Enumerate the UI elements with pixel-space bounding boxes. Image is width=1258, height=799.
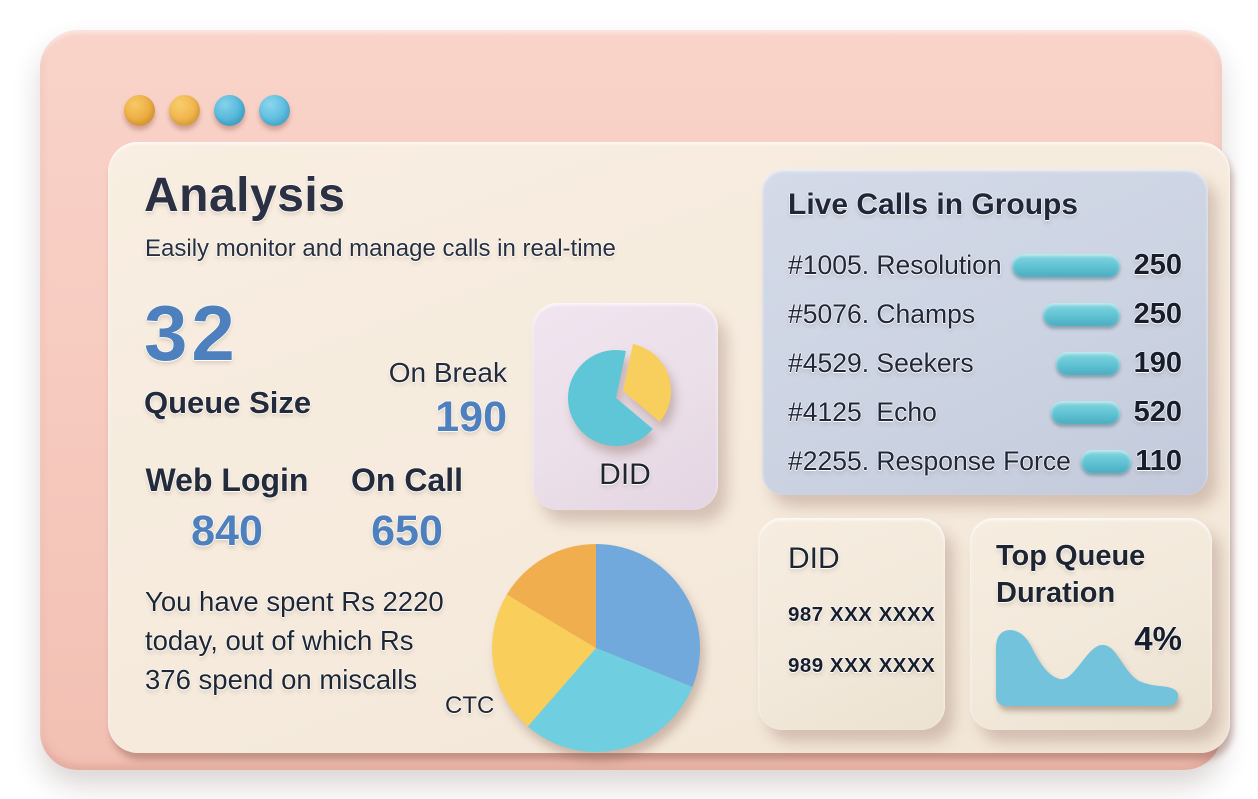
on-call-value: 650: [371, 507, 443, 555]
live-calls-panel: Live Calls in Groups #1005. Resolution 25…: [762, 169, 1208, 495]
dot-blue-2[interactable]: [259, 95, 290, 126]
top-queue-title-line1: Top Queue: [996, 540, 1146, 572]
live-call-row[interactable]: #2255. Response Force 110: [788, 437, 1182, 486]
live-call-label: #4529. Seekers: [788, 348, 974, 378]
did-pie-chart: [567, 344, 671, 447]
on-break-label: On Break: [388, 357, 507, 388]
did-pie-card[interactable]: DID: [532, 303, 718, 510]
live-call-bar-track: [1071, 450, 1132, 473]
pie-slice-blue: [596, 544, 701, 687]
dot-orange-2[interactable]: [169, 95, 200, 126]
pie-slice-yellow: [491, 594, 596, 727]
live-call-value: 250: [1133, 298, 1182, 330]
did-number-2: 989 XXX XXXX: [788, 654, 936, 677]
dot-blue-1[interactable]: [214, 95, 245, 126]
live-call-value: 520: [1133, 396, 1182, 428]
spend-note-line1: You have spent Rs 2220: [145, 586, 444, 617]
page-subtitle: Easily monitor and manage calls in real-…: [145, 235, 616, 262]
pie-slice-teal: [527, 648, 693, 753]
spend-note-line3: 376 spend on miscalls: [145, 664, 418, 695]
did-card[interactable]: DID 987 XXX XXXX 989 XXX XXXX: [758, 518, 945, 730]
ctc-pie-label: CTC: [445, 692, 495, 719]
web-login-stat: Web Login 840: [144, 462, 310, 556]
live-call-label: #2255. Response Force: [788, 446, 1071, 476]
top-queue-percent: 4%: [1134, 620, 1182, 657]
pie-slice-orange: [506, 544, 596, 648]
spend-note-line2: today, out of which Rs: [145, 625, 414, 656]
ctc-pie-chart: [491, 544, 701, 753]
live-call-value: 190: [1133, 347, 1182, 379]
top-queue-card[interactable]: Top Queue Duration 4%: [970, 518, 1212, 730]
top-queue-wave-chart: [996, 630, 1178, 706]
live-call-label: #5076. Champs: [788, 299, 976, 329]
on-break-stat: On Break 190: [384, 357, 507, 442]
did-pie-card-label: DID: [599, 458, 651, 491]
did-number-1: 987 XXX XXXX: [788, 603, 936, 626]
live-call-label: #1005. Resolution: [788, 250, 1002, 280]
ctc-pie-wrap: [486, 538, 706, 763]
live-call-row[interactable]: #4125 Echo 520: [788, 388, 1182, 437]
top-queue-title: Top Queue Duration: [996, 538, 1145, 612]
live-call-bar-track: [1008, 254, 1120, 277]
live-calls-title: Live Calls in Groups: [788, 188, 1079, 221]
on-break-value: 190: [435, 393, 507, 441]
live-call-row[interactable]: #5076. Champs 250: [788, 290, 1182, 339]
live-call-value: 250: [1133, 249, 1182, 281]
pie-slice-yellow: [623, 344, 671, 422]
window-controls: [124, 95, 290, 126]
live-call-value: 110: [1135, 445, 1182, 477]
live-call-bar-track: [1008, 352, 1120, 375]
pie-slice-teal: [567, 350, 653, 447]
live-call-bar: [1012, 254, 1120, 277]
live-call-bar-track: [1008, 303, 1120, 326]
top-queue-title-line2: Duration: [996, 577, 1116, 609]
on-call-stat: On Call 650: [348, 462, 466, 556]
live-call-bar: [1043, 303, 1120, 326]
did-card-title: DID: [788, 542, 840, 575]
live-call-bar: [1051, 401, 1120, 424]
live-call-row[interactable]: #1005. Resolution 250: [788, 241, 1182, 290]
live-call-bar-track: [1008, 401, 1120, 424]
live-call-label: #4125 Echo: [788, 397, 937, 427]
spend-note: You have spent Rs 2220 today, out of whi…: [145, 582, 444, 699]
app-window: Analysis Easily monitor and manage calls…: [40, 30, 1230, 770]
queue-size-value: 32: [144, 289, 239, 377]
queue-size-label: Queue Size: [144, 385, 312, 420]
web-login-label: Web Login: [145, 462, 309, 498]
live-call-bar: [1081, 450, 1132, 473]
dot-orange-1[interactable]: [124, 95, 155, 126]
live-calls-rows: #1005. Resolution 250 #5076. Champs 250 #452…: [788, 241, 1182, 486]
page-title: Analysis: [144, 169, 346, 222]
web-login-value: 840: [191, 507, 263, 555]
live-call-row[interactable]: #4529. Seekers 190: [788, 339, 1182, 388]
live-call-bar: [1056, 352, 1120, 375]
on-call-label: On Call: [350, 462, 463, 498]
